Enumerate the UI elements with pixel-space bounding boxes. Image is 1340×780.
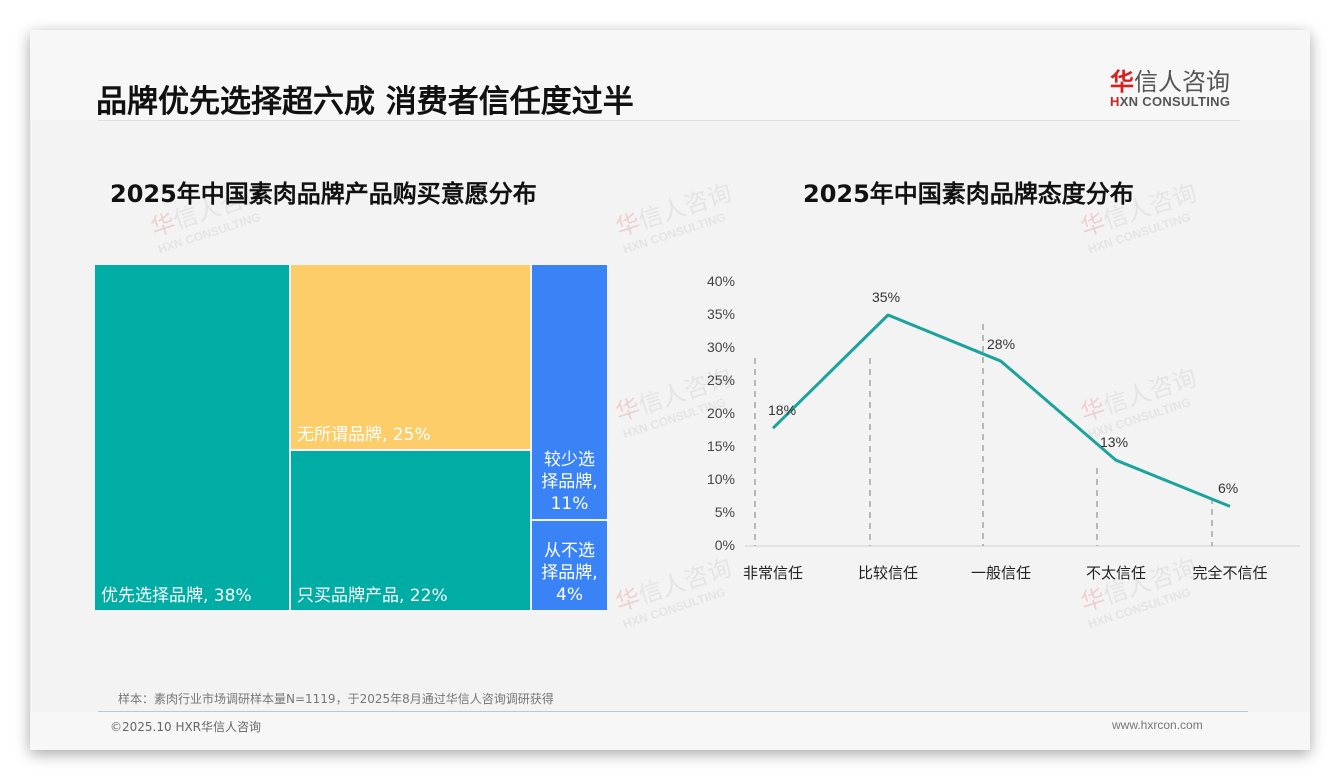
treemap-tile-prefer-brand[interactable]: 优先选择品牌, 38% [95, 265, 289, 610]
line-plot [745, 313, 1300, 547]
copyright-text: ©2025.10 HXR华信人咨询 [110, 720, 262, 734]
treemap-chart: 优先选择品牌, 38% 无所谓品牌, 25% 只买品牌产品, 22% 较少选 择… [95, 265, 607, 610]
header-band [30, 30, 1310, 120]
source-note: 样本：素肉行业市场调研样本量N=1119，于2025年8月通过华信人咨询调研获得 [118, 692, 554, 706]
treemap-tile-never-brand[interactable]: 从不选 择品牌, 4% [532, 521, 607, 610]
y-tick: 30% [706, 339, 735, 355]
x-tick: 不太信任 [1085, 564, 1146, 582]
line-chart-title: 2025年中国素肉品牌态度分布 [803, 180, 1134, 208]
treemap-tile-indifferent[interactable]: 无所谓品牌, 25% [291, 265, 530, 449]
tile-label: 较少选 择品牌, 11% [541, 450, 598, 514]
treemap-tile-rarely-brand[interactable]: 较少选 择品牌, 11% [532, 265, 607, 519]
y-tick: 15% [706, 438, 735, 454]
watermark: 华信人咨询 HXN CONSULTING [612, 178, 735, 257]
line-chart: 0% 5% 10% 15% 20% 25% 30% 35% 40% 18% 35… [650, 270, 1300, 600]
data-label: 28% [987, 336, 1016, 352]
x-tick: 比较信任 [857, 564, 918, 582]
logo-cn-text: 华信人咨询 [1110, 68, 1230, 96]
data-label: 18% [768, 402, 797, 418]
title-divider [98, 120, 1240, 121]
company-logo: 华信人咨询 HXN CONSULTING [1110, 62, 1250, 112]
y-tick: 5% [714, 504, 735, 520]
tile-label: 从不选 择品牌, 4% [541, 541, 598, 605]
y-tick: 25% [706, 372, 735, 388]
x-tick: 一般信任 [970, 564, 1031, 582]
footer-divider [98, 711, 1248, 712]
y-tick: 0% [714, 537, 735, 553]
x-tick: 非常信任 [742, 564, 803, 582]
data-label: 13% [1100, 434, 1129, 450]
treemap-tile-only-brand[interactable]: 只买品牌产品, 22% [291, 451, 530, 610]
y-tick: 10% [706, 471, 735, 487]
y-tick: 40% [706, 273, 735, 289]
data-label: 35% [872, 289, 901, 305]
tile-label: 只买品牌产品, 22% [297, 586, 448, 606]
y-tick: 20% [706, 405, 735, 421]
treemap-title: 2025年中国素肉品牌产品购买意愿分布 [110, 180, 537, 208]
x-tick: 完全不信任 [1192, 564, 1268, 582]
page-title: 品牌优先选择超六成 消费者信任度过半 [96, 84, 634, 120]
slide: 品牌优先选择超六成 消费者信任度过半 华信人咨询 HXN CONSULTING … [30, 30, 1310, 750]
logo-en-text: HXN CONSULTING [1110, 94, 1231, 109]
website-link[interactable]: www.hxrcon.com [1112, 718, 1203, 732]
y-tick: 35% [706, 306, 735, 322]
tile-label: 无所谓品牌, 25% [297, 425, 431, 445]
footer-band [30, 712, 1310, 750]
tile-label: 优先选择品牌, 38% [101, 586, 252, 606]
data-label: 6% [1218, 480, 1239, 496]
series-line-trust [771, 313, 1231, 508]
